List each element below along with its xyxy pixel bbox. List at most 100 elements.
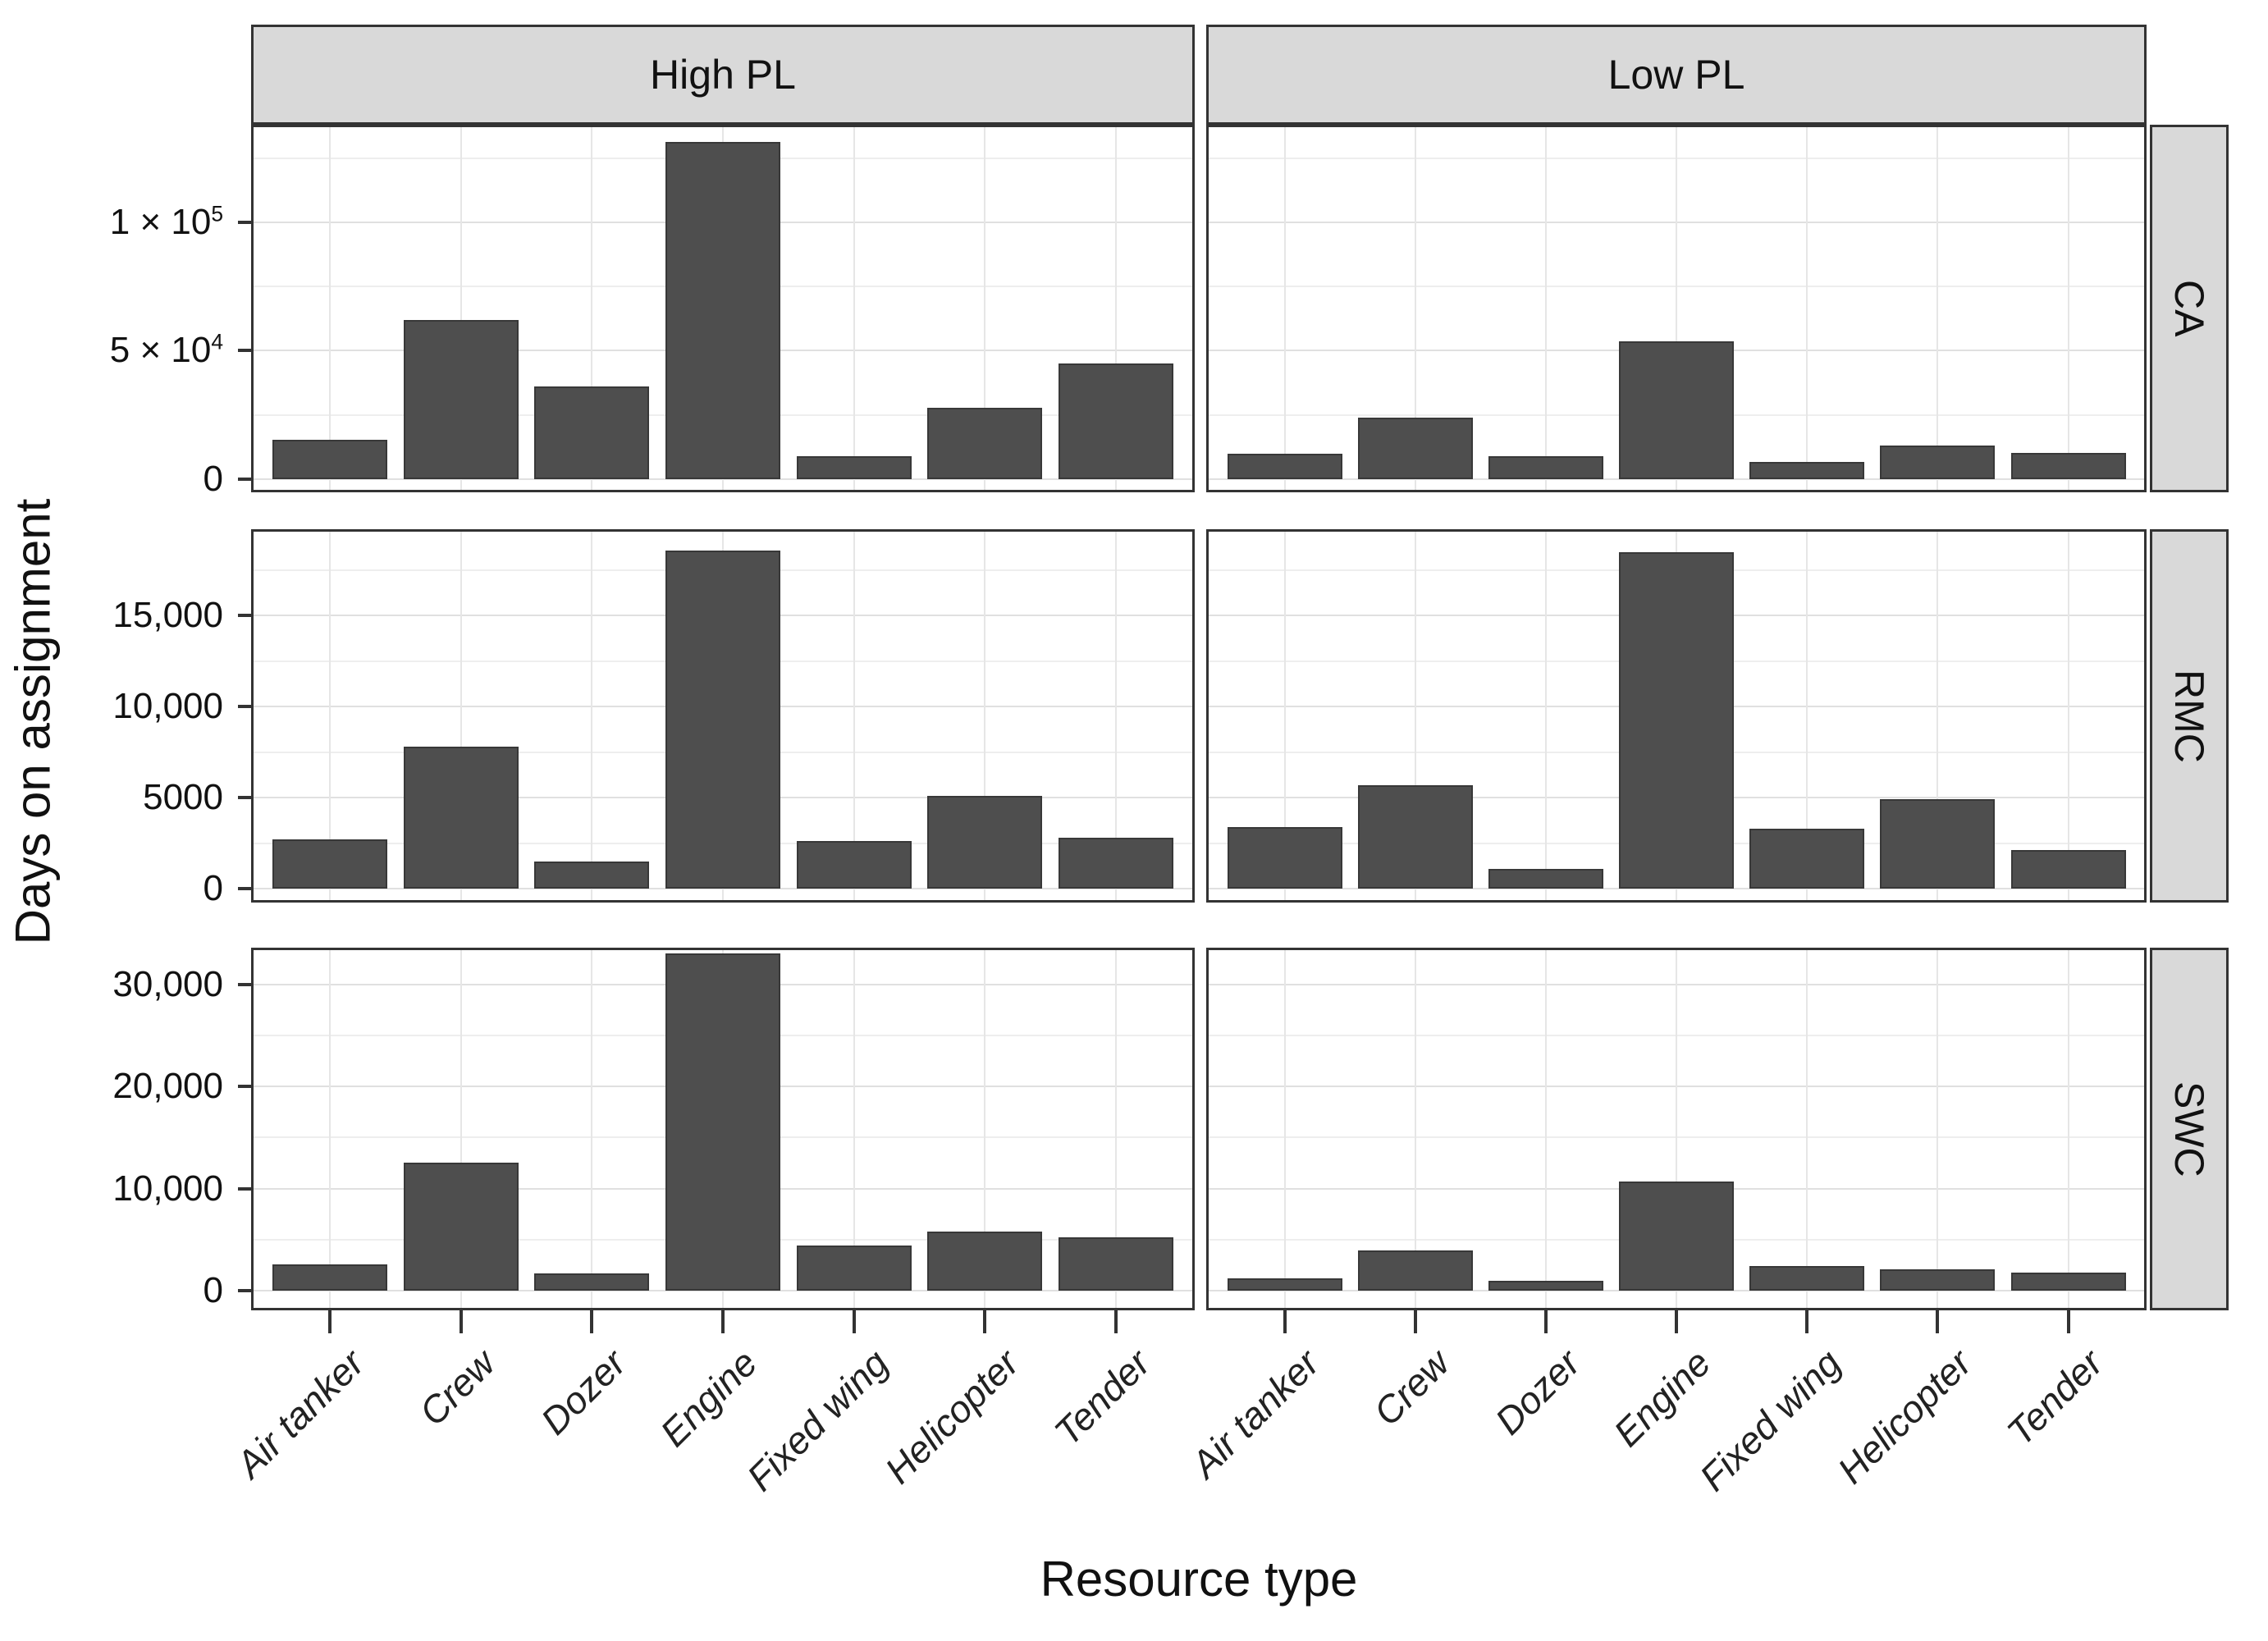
gridline-vertical <box>328 125 331 492</box>
x-axis-tick-label: Air tanker <box>227 1341 373 1486</box>
gridline-vertical <box>1936 125 1939 492</box>
facet-col-strip-label: Low PL <box>1607 52 1745 98</box>
bar-engine <box>665 550 780 889</box>
x-axis-tick <box>1283 1310 1287 1333</box>
x-axis-tick <box>983 1310 987 1333</box>
gridline-vertical <box>1676 948 1677 1310</box>
bar-helicopter <box>927 1231 1043 1291</box>
x-axis-tick <box>1805 1310 1809 1333</box>
bar-crew <box>1357 784 1473 889</box>
gridline-vertical <box>1414 125 1416 492</box>
x-axis-tick-label: Helicopter <box>876 1341 1027 1492</box>
x-axis-tick <box>721 1310 725 1333</box>
x-axis-tick <box>852 1310 856 1333</box>
bar-tender <box>1059 1237 1174 1291</box>
facet-row-strip-label: CA <box>2166 280 2212 337</box>
x-axis-tick-label: Fixed wing <box>738 1341 897 1499</box>
facet-row-strip-ca: CA <box>2150 125 2229 492</box>
bar-crew <box>403 747 519 889</box>
y-axis-tick-label: 20,000 <box>112 1066 223 1107</box>
y-axis-tick <box>238 982 251 986</box>
gridline-vertical <box>1676 125 1677 492</box>
gridline-vertical <box>2067 948 2069 1310</box>
bar-air-tanker <box>1227 826 1342 889</box>
facet-row-strip-rmc: RMC <box>2150 529 2229 903</box>
y-axis-tick <box>238 796 251 800</box>
gridline-vertical <box>984 948 986 1310</box>
bar-crew <box>1357 1250 1473 1291</box>
bar-engine <box>1619 1181 1734 1291</box>
bar-dozer <box>534 1273 650 1291</box>
bar-tender <box>1059 837 1174 889</box>
bar-crew <box>1357 417 1473 479</box>
gridline-vertical <box>1283 125 1286 492</box>
gridline-vertical <box>1544 125 1547 492</box>
panel-border <box>251 948 1195 1310</box>
bar-tender <box>2010 1272 2126 1291</box>
y-axis-tick-label: 0 <box>203 1270 223 1310</box>
x-axis-tick-label: Engine <box>652 1341 766 1455</box>
x-axis-tick <box>1936 1310 1940 1333</box>
bar-dozer <box>534 861 650 889</box>
bar-engine <box>665 953 780 1291</box>
facet-row-strip-label: SWC <box>2166 1081 2212 1177</box>
x-axis-tick <box>1675 1310 1678 1333</box>
bar-fixed-wing <box>1749 1266 1865 1291</box>
bar-fixed-wing <box>796 456 912 479</box>
facet-col-strip-low-pl: Low PL <box>1206 25 2147 125</box>
y-axis-tick-label: 0 <box>203 459 223 499</box>
gridline-vertical <box>1544 948 1547 1310</box>
gridline-vertical <box>460 529 462 903</box>
y-axis-tick-label: 15,000 <box>112 595 223 636</box>
bar-engine <box>665 141 780 479</box>
gridline-vertical <box>591 125 593 492</box>
y-axis-tick-label: 0 <box>203 868 223 908</box>
bar-dozer <box>534 386 650 479</box>
bar-crew <box>403 319 519 479</box>
x-axis-tick <box>590 1310 594 1333</box>
x-axis-title: Resource type <box>1040 1552 1358 1607</box>
gridline-vertical <box>2067 529 2069 903</box>
x-axis-tick-label: Tender <box>1998 1341 2110 1454</box>
gridline-vertical <box>1115 529 1118 903</box>
gridline-vertical <box>1806 529 1808 903</box>
y-axis-tick <box>238 349 251 353</box>
panel-border <box>1206 529 2147 903</box>
gridline-vertical <box>1806 125 1808 492</box>
gridline-vertical <box>853 948 855 1310</box>
y-axis-tick-label: 10,000 <box>112 686 223 727</box>
facet-col-strip-label: High PL <box>650 52 796 98</box>
bar-crew <box>403 1163 519 1291</box>
bar-fixed-wing <box>796 1246 912 1291</box>
bar-air-tanker <box>272 440 387 479</box>
gridline-vertical <box>1414 529 1416 903</box>
gridline-vertical <box>1115 125 1118 492</box>
y-axis-tick <box>238 1085 251 1089</box>
gridline-vertical <box>984 125 986 492</box>
bar-air-tanker <box>272 839 387 889</box>
panel-border <box>1206 948 2147 1310</box>
y-axis-tick-label: 5 × 104 <box>109 329 223 371</box>
gridline-vertical <box>591 948 593 1310</box>
bar-fixed-wing <box>1749 462 1865 479</box>
bar-tender <box>2010 850 2126 889</box>
gridline-vertical <box>1283 529 1286 903</box>
x-axis-tick-label: Dozer <box>1486 1341 1589 1443</box>
bar-air-tanker <box>1227 454 1342 479</box>
facet-row-strip-swc: SWC <box>2150 948 2229 1310</box>
x-axis-tick <box>1114 1310 1118 1333</box>
x-axis-tick-label: Tender <box>1045 1341 1159 1454</box>
gridline-vertical <box>853 529 855 903</box>
bar-helicopter <box>1880 799 1996 889</box>
bar-dozer <box>1488 1280 1603 1291</box>
y-axis-tick-label: 30,000 <box>112 963 223 1004</box>
y-axis-tick <box>238 705 251 709</box>
gridline-vertical <box>460 948 462 1310</box>
y-axis-tick <box>238 220 251 224</box>
x-axis-tick <box>459 1310 463 1333</box>
gridline-vertical <box>591 529 593 903</box>
facet-col-strip-high-pl: High PL <box>251 25 1195 125</box>
x-axis-tick <box>1413 1310 1417 1333</box>
bar-helicopter <box>1880 1268 1996 1291</box>
